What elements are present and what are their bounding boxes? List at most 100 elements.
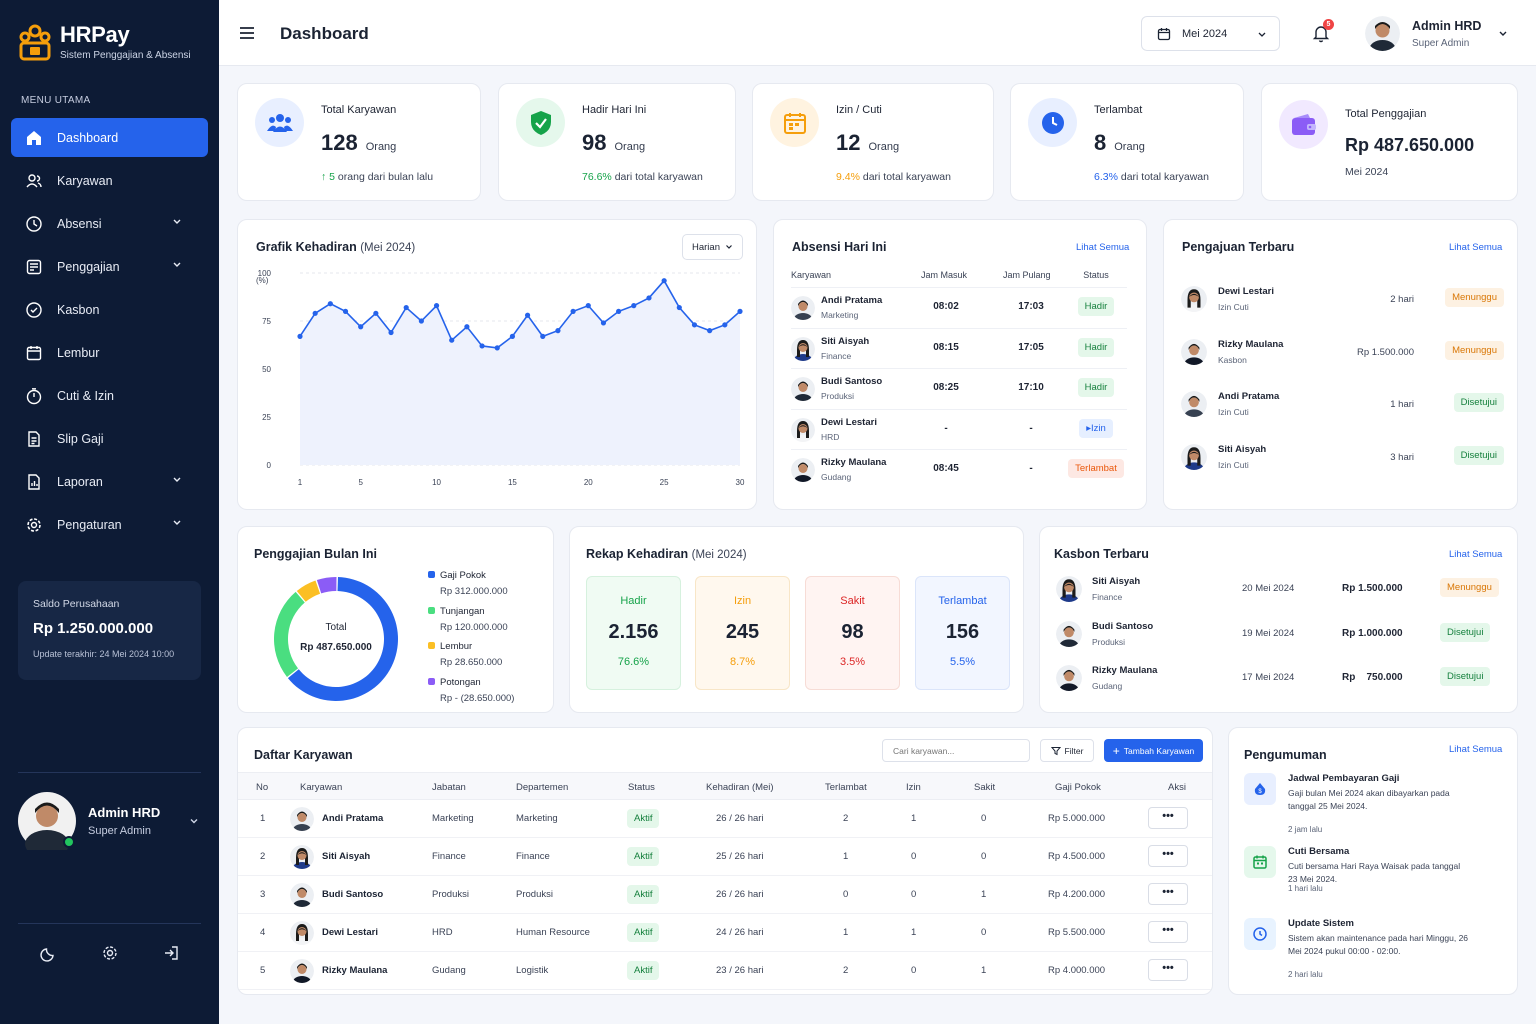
data-point bbox=[646, 295, 652, 301]
saldo-label: Saldo Perusahaan bbox=[33, 598, 120, 610]
add-employee-button[interactable]: + Tambah Karyawan bbox=[1104, 739, 1203, 762]
request-row[interactable]: Andi Pratama Izin Cuti 1 hari Disetujui bbox=[1181, 385, 1504, 437]
status-badge: Aktif bbox=[627, 847, 660, 866]
rekap-subtitle: (Mei 2024) bbox=[691, 549, 747, 561]
sidebar-item-dashboard[interactable]: Dashboard bbox=[11, 118, 208, 157]
request-detail: 1 hari bbox=[1390, 399, 1414, 410]
clock-icon bbox=[1028, 98, 1077, 147]
announcement-see-all-link[interactable]: Lihat Semua bbox=[1449, 744, 1503, 755]
request-type: Izin Cuti bbox=[1218, 302, 1249, 312]
data-point bbox=[600, 320, 607, 326]
sidebar-user[interactable]: Admin HRD Super Admin bbox=[18, 792, 201, 850]
table-row[interactable]: 5 Rizky Maulana Gudang Logistik Aktif 23… bbox=[238, 952, 1212, 990]
chevron-down-icon[interactable] bbox=[189, 816, 199, 826]
employee-table-card: Daftar Karyawan Filter + Tambah Karyawan… bbox=[237, 727, 1213, 995]
donut-center-value: Rp 487.650.000 bbox=[300, 642, 372, 653]
stat-label: Terlambat bbox=[1094, 104, 1143, 116]
attendance-row[interactable]: Dewi Lestari HRD - - ▸Izin bbox=[791, 408, 1127, 449]
employee-dept: Gudang bbox=[1092, 681, 1123, 691]
request-row[interactable]: Dewi Lestari Izin Cuti 2 hari Menunggu bbox=[1181, 280, 1504, 332]
sick-count: 1 bbox=[981, 889, 987, 900]
sidebar-item-cuti-izin[interactable]: Cuti & Izin bbox=[11, 376, 208, 415]
row-number: 1 bbox=[260, 813, 266, 824]
row-actions-button[interactable]: ••• bbox=[1148, 845, 1188, 867]
legend-item: Lembur Rp 28.650.000 bbox=[428, 641, 502, 668]
stat-foot-text: dari total karyawan bbox=[1117, 171, 1209, 183]
sidebar-item-penggajian[interactable]: Penggajian bbox=[11, 247, 208, 286]
request-row[interactable]: Siti Aisyah Izin Cuti 3 hari Disetujui bbox=[1181, 438, 1504, 490]
absensi-see-all-link[interactable]: Lihat Semua bbox=[1076, 242, 1130, 253]
kasbon-amount: Rp 750.000 bbox=[1342, 672, 1403, 683]
stat-highlight: ↑ 5 bbox=[321, 171, 336, 183]
month-selector[interactable]: Mei 2024 bbox=[1141, 16, 1280, 51]
data-point bbox=[373, 310, 379, 316]
employee-name: Andi Pratama bbox=[821, 295, 883, 306]
announcement-desc: Sistem akan maintenance pada hari Minggu… bbox=[1288, 933, 1469, 956]
data-point bbox=[358, 324, 364, 330]
sidebar-item-slip-gaji[interactable]: Slip Gaji bbox=[11, 419, 208, 458]
row-actions-button[interactable]: ••• bbox=[1148, 921, 1188, 943]
y-tick-label: 0 bbox=[267, 461, 272, 470]
table-row[interactable]: 2 Siti Aisyah Finance Finance Aktif 25 /… bbox=[238, 838, 1212, 876]
row-number: 4 bbox=[260, 927, 266, 938]
kasbon-row[interactable]: Rizky Maulana Gudang 17 Mei 2024 Rp 750.… bbox=[1056, 661, 1506, 705]
sidebar-item-pengaturan[interactable]: Pengaturan bbox=[11, 505, 208, 544]
base-salary: Rp 4.500.000 bbox=[1048, 851, 1106, 862]
row-actions-button[interactable]: ••• bbox=[1148, 807, 1188, 829]
column-header: Departemen bbox=[516, 782, 569, 793]
sidebar-item-absensi[interactable]: Absensi bbox=[11, 204, 208, 243]
table-row[interactable]: 3 Budi Santoso Produksi Produksi Aktif 2… bbox=[238, 876, 1212, 914]
hamburger-menu-icon[interactable] bbox=[239, 26, 255, 40]
chart-period-dropdown[interactable]: Harian bbox=[682, 234, 743, 260]
kasbon-row[interactable]: Siti Aisyah Finance 20 Mei 2024 Rp 1.500… bbox=[1056, 572, 1506, 616]
employee-department: Finance bbox=[516, 851, 550, 862]
table-row[interactable]: 4 Dewi Lestari HRD Human Resource Aktif … bbox=[238, 914, 1212, 952]
stat-number: 128 bbox=[321, 130, 358, 155]
moon-icon[interactable] bbox=[39, 944, 58, 962]
pengajuan-title: Pengajuan Terbaru bbox=[1182, 240, 1295, 254]
pengajuan-see-all-link[interactable]: Lihat Semua bbox=[1449, 242, 1503, 253]
employee-position: Produksi bbox=[432, 889, 469, 900]
employee-table-title: Daftar Karyawan bbox=[254, 748, 353, 762]
row-actions-button[interactable]: ••• bbox=[1148, 959, 1188, 981]
brand[interactable]: HRPay Sistem Penggajian & Absensi bbox=[18, 22, 191, 61]
sidebar-item-karyawan[interactable]: Karyawan bbox=[11, 161, 208, 200]
attendance-row[interactable]: Siti Aisyah Finance 08:15 17:05 Hadir bbox=[791, 327, 1127, 368]
request-row[interactable]: Rizky Maulana Kasbon Rp 1.500.000 Menung… bbox=[1181, 333, 1504, 385]
employee-position: Marketing bbox=[432, 813, 474, 824]
sidebar-item-laporan[interactable]: Laporan bbox=[11, 462, 208, 501]
sidebar-user-name: Admin HRD bbox=[88, 805, 161, 820]
column-header: Izin bbox=[906, 782, 921, 793]
employee-name: Siti Aisyah bbox=[1092, 576, 1141, 587]
table-row[interactable]: 1 Andi Pratama Marketing Marketing Aktif… bbox=[238, 800, 1212, 838]
chevron-down-icon[interactable] bbox=[1498, 30, 1508, 38]
rekap-value: 98 bbox=[841, 621, 864, 643]
x-tick-label: 25 bbox=[660, 478, 669, 487]
legend-swatch bbox=[428, 642, 435, 649]
base-salary: Rp 5.500.000 bbox=[1048, 927, 1106, 938]
legend-value: Rp 120.000.000 bbox=[440, 621, 508, 633]
gear-icon[interactable] bbox=[101, 944, 119, 962]
sidebar-item-lembur[interactable]: Lembur bbox=[11, 333, 208, 372]
avatar[interactable] bbox=[1365, 16, 1400, 51]
attendance-row[interactable]: Andi Pratama Marketing 08:02 17:03 Hadir bbox=[791, 287, 1127, 327]
attendance-row[interactable]: Budi Santoso Produksi 08:25 17:10 Hadir bbox=[791, 368, 1127, 408]
sidebar-user-role: Super Admin bbox=[88, 825, 151, 837]
sidebar-item-kasbon[interactable]: Kasbon bbox=[11, 290, 208, 329]
stat-footnote: 9.4% dari total karyawan bbox=[836, 171, 951, 183]
data-point bbox=[661, 278, 667, 284]
kasbon-see-all-link[interactable]: Lihat Semua bbox=[1449, 549, 1503, 560]
avatar bbox=[18, 792, 76, 850]
x-tick-label: 1 bbox=[298, 478, 303, 487]
rekap-percent: 8.7% bbox=[729, 656, 756, 668]
y-tick-label: 25 bbox=[262, 413, 271, 422]
request-detail: 2 hari bbox=[1390, 294, 1414, 305]
filter-button[interactable]: Filter bbox=[1040, 739, 1094, 762]
attendance-row[interactable]: Rizky Maulana Gudang 08:45 - Terlambat bbox=[791, 449, 1127, 489]
leave-count: 0 bbox=[911, 851, 917, 862]
kasbon-row[interactable]: Budi Santoso Produksi 19 Mei 2024 Rp 1.0… bbox=[1056, 617, 1506, 661]
logout-icon[interactable] bbox=[162, 944, 180, 962]
row-actions-button[interactable]: ••• bbox=[1148, 883, 1188, 905]
employee-search-input[interactable] bbox=[882, 739, 1030, 762]
column-header: Jam Masuk bbox=[921, 270, 968, 280]
